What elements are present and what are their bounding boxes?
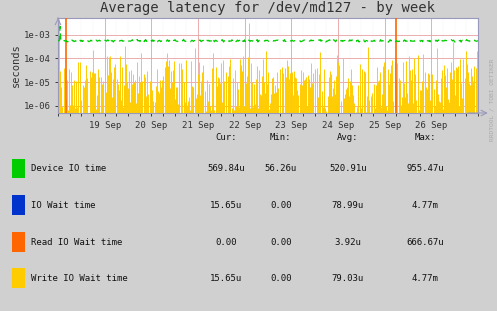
- Text: 520.91u: 520.91u: [329, 165, 367, 174]
- Text: Min:: Min:: [270, 133, 292, 142]
- Text: 0.00: 0.00: [270, 274, 292, 283]
- Text: 0.00: 0.00: [270, 201, 292, 210]
- Text: Write IO Wait time: Write IO Wait time: [31, 274, 128, 283]
- Text: RRDTOOL / TOBI OETIKER: RRDTOOL / TOBI OETIKER: [490, 58, 495, 141]
- Text: 15.65u: 15.65u: [210, 274, 242, 283]
- Text: Device IO time: Device IO time: [31, 165, 106, 174]
- Text: IO Wait time: IO Wait time: [31, 201, 95, 210]
- Text: 78.99u: 78.99u: [332, 201, 364, 210]
- Text: 955.47u: 955.47u: [406, 165, 444, 174]
- Text: 79.03u: 79.03u: [332, 274, 364, 283]
- Text: 569.84u: 569.84u: [207, 165, 245, 174]
- Text: Avg:: Avg:: [337, 133, 359, 142]
- FancyBboxPatch shape: [12, 232, 25, 252]
- Text: 0.00: 0.00: [270, 238, 292, 247]
- Text: Cur:: Cur:: [215, 133, 237, 142]
- Title: Average latency for /dev/md127 - by week: Average latency for /dev/md127 - by week: [100, 2, 435, 16]
- Text: 4.77m: 4.77m: [412, 201, 438, 210]
- FancyBboxPatch shape: [12, 195, 25, 215]
- Text: 0.00: 0.00: [215, 238, 237, 247]
- FancyBboxPatch shape: [12, 159, 25, 178]
- Text: 15.65u: 15.65u: [210, 201, 242, 210]
- Text: 4.77m: 4.77m: [412, 274, 438, 283]
- Y-axis label: seconds: seconds: [11, 44, 21, 87]
- Text: Max:: Max:: [414, 133, 436, 142]
- Text: 56.26u: 56.26u: [265, 165, 297, 174]
- Text: 666.67u: 666.67u: [406, 238, 444, 247]
- FancyBboxPatch shape: [12, 268, 25, 288]
- Text: 3.92u: 3.92u: [334, 238, 361, 247]
- Text: Read IO Wait time: Read IO Wait time: [31, 238, 122, 247]
